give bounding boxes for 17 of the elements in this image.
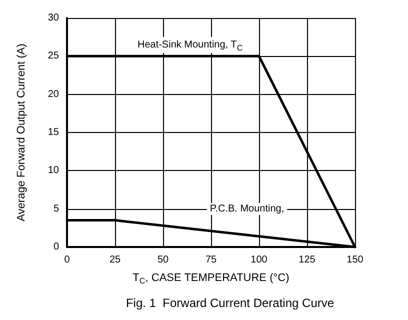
y-tick-label: 5 <box>53 203 60 214</box>
x-tick-label: 25 <box>109 254 121 266</box>
y-axis-title: Average Forward Output Current (A) <box>16 44 28 222</box>
x-tick-label: 75 <box>205 254 217 266</box>
y-tick-label: 10 <box>48 165 60 176</box>
x-tick-label: 100 <box>250 254 268 266</box>
y-tick-label: 20 <box>48 88 60 100</box>
series-label: P.C.B. Mounting, <box>210 204 284 214</box>
y-tick-label: 30 <box>48 12 60 24</box>
y-tick-label: 0 <box>53 242 60 252</box>
y-tick-label: 25 <box>48 50 60 62</box>
x-tick-label: 125 <box>298 254 316 266</box>
x-tick-label: 0 <box>64 254 70 266</box>
text: Fig. 1 Forward Current Derating Curve <box>126 296 334 310</box>
x-tick-label: 150 <box>346 254 364 266</box>
x-tick-label: 50 <box>157 254 169 266</box>
y-tick-label: 15 <box>48 127 60 138</box>
